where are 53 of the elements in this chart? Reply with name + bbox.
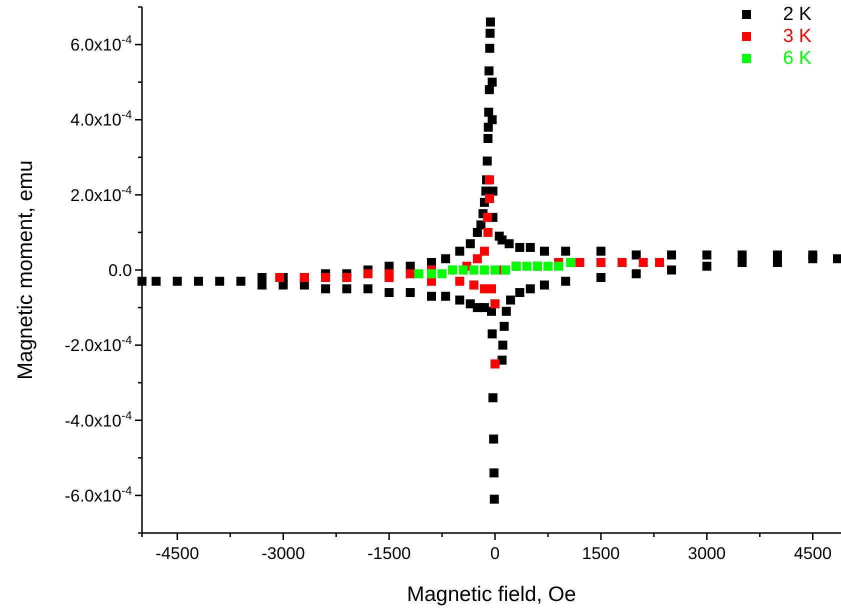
x-tick-label: -4500	[156, 544, 200, 563]
point	[414, 269, 424, 278]
point	[596, 258, 606, 267]
y-tick-label: -2.0x10$^{-4}$	[64, 333, 132, 356]
point	[575, 258, 584, 267]
x-tick-label: 4500	[794, 544, 832, 563]
point	[342, 273, 352, 282]
legend-label: 6 K	[783, 48, 812, 69]
y-tick-label: -6.0x10$^{-4}$	[64, 483, 132, 506]
point	[469, 266, 478, 274]
point	[455, 276, 464, 286]
point	[566, 258, 576, 267]
point	[480, 266, 489, 274]
point	[472, 254, 482, 264]
point	[458, 266, 468, 274]
point	[485, 194, 494, 204]
x-axis-title: Magnetic field, Oe	[406, 583, 576, 606]
point	[480, 246, 489, 256]
point	[487, 284, 496, 294]
point	[469, 280, 478, 290]
point	[485, 175, 494, 184]
point	[490, 299, 500, 308]
x-tick-label: 3000	[688, 544, 726, 563]
point	[655, 258, 664, 267]
point	[406, 269, 415, 278]
x-tick-label: 0	[490, 544, 500, 563]
y-tick-label: -4.0x10$^{-4}$	[64, 408, 132, 430]
point	[384, 273, 394, 282]
x-tick-label: 1500	[582, 544, 620, 563]
point	[522, 262, 532, 271]
point	[363, 269, 372, 278]
point	[321, 273, 330, 282]
point	[501, 266, 510, 274]
point	[490, 266, 500, 274]
x-tick-label: -1500	[367, 544, 411, 563]
y-tick-label: 0.0	[108, 261, 132, 280]
point	[483, 228, 492, 237]
legend-label: 2 K	[783, 4, 812, 25]
x-tick-label: -3000	[261, 544, 305, 563]
point	[275, 273, 284, 282]
point	[483, 212, 492, 222]
point	[554, 262, 564, 271]
point	[438, 269, 447, 278]
legend-label: 3 K	[783, 26, 812, 47]
point	[618, 258, 627, 267]
y-axis-title: Magnetic moment, emu	[14, 160, 37, 380]
y-tick-label: 4.0x10$^{-4}$	[70, 108, 132, 130]
point	[426, 269, 436, 278]
point	[638, 258, 648, 267]
y-tick-label: 6.0x10$^{-4}$	[70, 32, 132, 55]
y-tick-label: 2.0x10$^{-4}$	[70, 182, 132, 205]
point	[543, 262, 552, 271]
point	[490, 359, 500, 368]
